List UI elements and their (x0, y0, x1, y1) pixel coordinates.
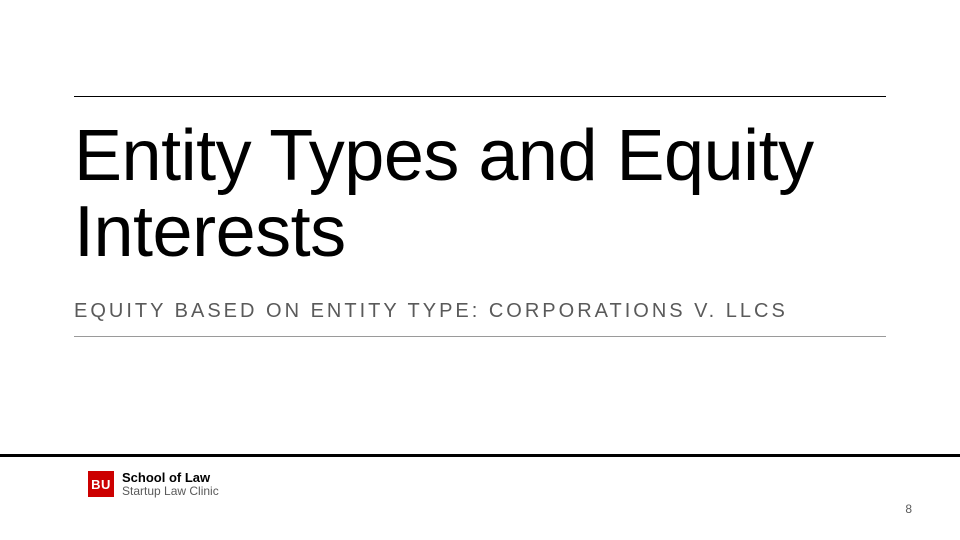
slide-subtitle: EQUITY BASED ON ENTITY TYPE: CORPORATION… (74, 300, 886, 323)
subtitle-rule (74, 336, 886, 337)
top-rule (74, 96, 886, 97)
slide: Entity Types and Equity Interests EQUITY… (0, 0, 960, 540)
page-number: 8 (905, 502, 912, 516)
logo-badge: BU (88, 471, 114, 497)
logo-line1: School of Law (122, 471, 219, 485)
logo-line2: Startup Law Clinic (122, 485, 219, 498)
logo-text: School of Law Startup Law Clinic (122, 471, 219, 498)
logo-block: BU School of Law Startup Law Clinic (88, 471, 219, 498)
footer-rule (0, 454, 960, 457)
slide-title: Entity Types and Equity Interests (74, 118, 886, 271)
